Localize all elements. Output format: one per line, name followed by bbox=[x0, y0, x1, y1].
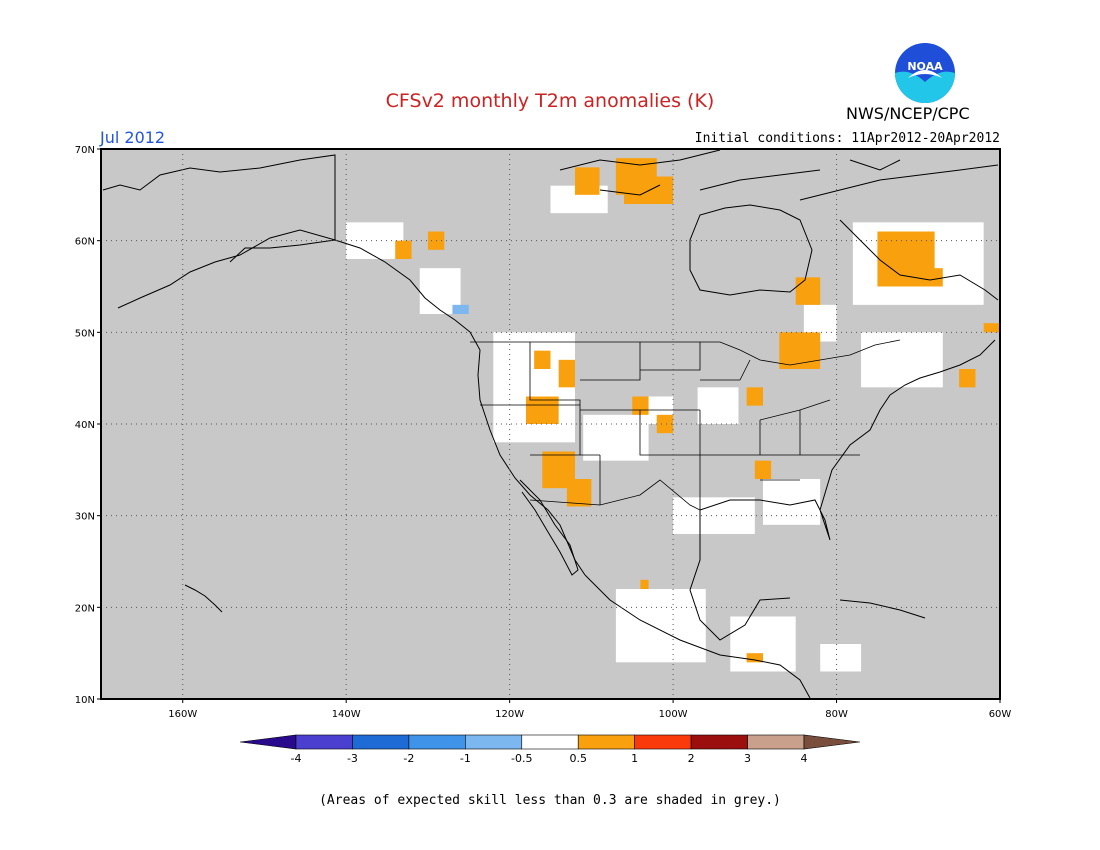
lat-tick-label: 70N bbox=[75, 145, 95, 156]
anomaly-region-orange bbox=[983, 323, 1000, 333]
state-lines bbox=[480, 342, 860, 510]
anomaly-region-orange bbox=[656, 414, 674, 434]
us-mexico-border bbox=[529, 479, 701, 511]
anomaly-region-orange bbox=[566, 479, 592, 507]
lat-tick-label: 20N bbox=[75, 603, 95, 614]
colorbar-label: 1 bbox=[631, 752, 638, 765]
lon-tick-label: 120W bbox=[495, 709, 524, 720]
cuba bbox=[839, 599, 926, 619]
colorbar-box bbox=[634, 734, 692, 750]
anomaly-region-orange bbox=[779, 332, 821, 369]
anomaly-region-orange bbox=[575, 167, 600, 195]
colorbar-box bbox=[690, 734, 748, 750]
anomaly-region-white bbox=[346, 222, 404, 259]
colorbar-label: -0.5 bbox=[511, 752, 532, 765]
lat-tick-label: 30N bbox=[75, 512, 95, 523]
colorbar-label: -3 bbox=[347, 752, 358, 765]
grid-lines bbox=[101, 149, 1000, 699]
anomaly-region-orange bbox=[959, 369, 976, 388]
colorbar-box bbox=[408, 734, 466, 750]
us-canada-border bbox=[470, 339, 901, 366]
colorbar-min-arrow bbox=[239, 734, 297, 750]
colorbar-box bbox=[747, 734, 805, 750]
lat-tick-label: 10N bbox=[75, 695, 95, 706]
lon-tick-label: 80W bbox=[825, 709, 848, 720]
anomaly-region-orange bbox=[893, 268, 943, 287]
colorbar-max-arrow bbox=[803, 734, 861, 750]
anomaly-region-light-blue bbox=[452, 304, 469, 314]
lat-tick-label: 50N bbox=[75, 328, 95, 339]
lon-tick-label: 100W bbox=[659, 709, 688, 720]
lat-tick-label: 60N bbox=[75, 237, 95, 248]
anomaly-region-white bbox=[583, 414, 649, 461]
colorbar-label: 2 bbox=[688, 752, 695, 765]
colorbar-box bbox=[521, 734, 579, 750]
colorbar-box bbox=[577, 734, 635, 750]
colorbar-label: -4 bbox=[291, 752, 302, 765]
colorbar-label: -2 bbox=[403, 752, 414, 765]
latitude-ticks: 70N 60N 50N 40N 30N 20N 10N bbox=[75, 145, 101, 706]
mexico-coast bbox=[584, 574, 811, 699]
map-title: CFSv2 monthly T2m anomalies (K) bbox=[385, 90, 715, 112]
colorbar-label: 0.5 bbox=[569, 752, 587, 765]
skill-footnote: (Areas of expected skill less than 0.3 a… bbox=[319, 793, 781, 808]
labrador bbox=[839, 219, 999, 301]
colorbar-label: 3 bbox=[744, 752, 751, 765]
gulf-coast bbox=[689, 394, 891, 641]
lat-tick-label: 40N bbox=[75, 420, 95, 431]
anomaly-region-orange bbox=[746, 653, 763, 663]
hudson-bay bbox=[689, 204, 813, 296]
colorbar-label: -1 bbox=[460, 752, 471, 765]
colorbar: -4 -3 -2 -1 -0.5 0.5 1 2 3 4 bbox=[239, 734, 861, 765]
colorbar-label: 4 bbox=[801, 752, 808, 765]
arctic-islands bbox=[559, 149, 999, 201]
anomaly-region-orange bbox=[525, 396, 559, 424]
boundaries bbox=[334, 155, 901, 511]
canada-west-coast bbox=[334, 239, 471, 333]
anomaly-region-orange bbox=[795, 277, 821, 305]
colorbar-box bbox=[295, 734, 353, 750]
noaa-logo-text: NOAA bbox=[907, 60, 943, 73]
initial-conditions: Initial conditions: 11Apr2012-20Apr2012 bbox=[694, 131, 1000, 146]
lon-tick-label: 160W bbox=[168, 709, 197, 720]
coastlines bbox=[102, 149, 999, 699]
org-label: NWS/NCEP/CPC bbox=[846, 104, 970, 123]
anomaly-region-orange bbox=[746, 387, 763, 406]
month-label: Jul 2012 bbox=[100, 128, 166, 147]
anomaly-region-white bbox=[820, 644, 862, 672]
lon-tick-label: 60W bbox=[989, 709, 1012, 720]
anomaly-region-white bbox=[730, 616, 796, 672]
baja bbox=[519, 479, 579, 576]
colorbar-box bbox=[465, 734, 523, 750]
anomaly-region-orange bbox=[640, 579, 649, 589]
anomaly-region-orange bbox=[395, 240, 412, 259]
noaa-logo: NOAA bbox=[895, 43, 955, 103]
anomaly-region-white bbox=[861, 332, 943, 388]
anomaly-region-white bbox=[615, 589, 706, 663]
longitude-ticks: 160W 140W 120W 100W 80W 60W bbox=[168, 699, 1011, 720]
hawaii bbox=[184, 584, 223, 613]
colorbar-box bbox=[352, 734, 410, 750]
east-coast bbox=[889, 339, 996, 396]
us-west-coast bbox=[469, 331, 586, 576]
anomaly-region-white bbox=[697, 387, 739, 424]
anomaly-region-orange bbox=[558, 359, 576, 388]
anomaly-region-white bbox=[673, 497, 755, 534]
lon-tick-label: 140W bbox=[332, 709, 361, 720]
anomaly-region-orange bbox=[534, 350, 551, 369]
anomaly-region-orange bbox=[754, 460, 772, 479]
